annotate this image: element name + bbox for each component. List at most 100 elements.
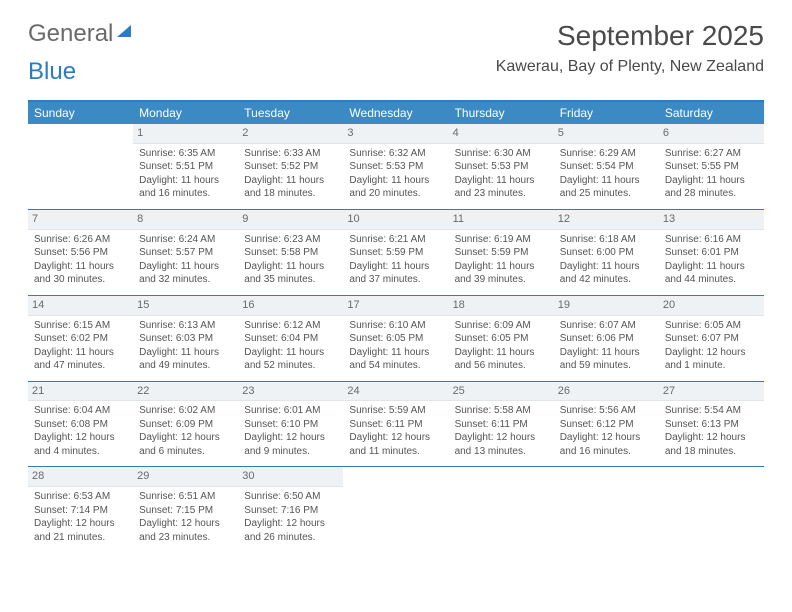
daylight-text: and 11 minutes. [349,445,442,459]
calendar-day-cell: 6Sunrise: 6:27 AMSunset: 5:55 PMDaylight… [659,124,764,209]
weekday-header: Saturday [659,101,764,124]
daylight-text: and 32 minutes. [139,273,232,287]
calendar-day-cell: 12Sunrise: 6:18 AMSunset: 6:00 PMDayligh… [554,210,659,295]
sunset-text: Sunset: 7:16 PM [244,504,337,518]
daylight-text: Daylight: 11 hours [560,346,653,360]
calendar-day-cell: 27Sunrise: 5:54 AMSunset: 6:13 PMDayligh… [659,382,764,467]
day-number: 5 [554,124,659,144]
daylight-text: Daylight: 11 hours [139,260,232,274]
daylight-text: Daylight: 12 hours [139,517,232,531]
day-number: 24 [343,382,448,402]
sunrise-text: Sunrise: 6:50 AM [244,490,337,504]
sunrise-text: Sunrise: 6:21 AM [349,233,442,247]
daylight-text: and 18 minutes. [665,445,758,459]
daylight-text: and 1 minute. [665,359,758,373]
sunrise-text: Sunrise: 6:51 AM [139,490,232,504]
calendar-day-cell: 21Sunrise: 6:04 AMSunset: 6:08 PMDayligh… [28,382,133,467]
sunset-text: Sunset: 6:03 PM [139,332,232,346]
calendar-day-cell: 10Sunrise: 6:21 AMSunset: 5:59 PMDayligh… [343,210,448,295]
sunset-text: Sunset: 5:53 PM [455,160,548,174]
sunrise-text: Sunrise: 6:33 AM [244,147,337,161]
sunset-text: Sunset: 7:14 PM [34,504,127,518]
sunrise-text: Sunrise: 6:26 AM [34,233,127,247]
day-number: 21 [28,382,133,402]
day-number: 6 [659,124,764,144]
daylight-text: and 37 minutes. [349,273,442,287]
sunset-text: Sunset: 6:01 PM [665,246,758,260]
daylight-text: Daylight: 11 hours [349,260,442,274]
calendar-day-cell: 2Sunrise: 6:33 AMSunset: 5:52 PMDaylight… [238,124,343,209]
daylight-text: and 16 minutes. [560,445,653,459]
calendar-day-cell: 3Sunrise: 6:32 AMSunset: 5:53 PMDaylight… [343,124,448,209]
calendar-day-cell: 25Sunrise: 5:58 AMSunset: 6:11 PMDayligh… [449,382,554,467]
calendar-day-cell [343,467,448,552]
daylight-text: Daylight: 12 hours [244,517,337,531]
weekday-header: Friday [554,101,659,124]
sunrise-text: Sunrise: 6:13 AM [139,319,232,333]
day-number: 30 [238,467,343,487]
logo: General [28,20,133,48]
daylight-text: Daylight: 11 hours [455,260,548,274]
daylight-text: and 44 minutes. [665,273,758,287]
location: Kawerau, Bay of Plenty, New Zealand [496,58,764,76]
sunset-text: Sunset: 5:51 PM [139,160,232,174]
sunrise-text: Sunrise: 6:53 AM [34,490,127,504]
daylight-text: Daylight: 11 hours [560,260,653,274]
daylight-text: and 20 minutes. [349,187,442,201]
day-number: 10 [343,210,448,230]
day-number: 14 [28,296,133,316]
logo-text-2: Blue [28,58,76,85]
day-number: 7 [28,210,133,230]
calendar-day-cell: 9Sunrise: 6:23 AMSunset: 5:58 PMDaylight… [238,210,343,295]
daylight-text: Daylight: 12 hours [244,431,337,445]
daylight-text: Daylight: 12 hours [665,431,758,445]
sunset-text: Sunset: 6:05 PM [349,332,442,346]
daylight-text: and 9 minutes. [244,445,337,459]
day-number: 22 [133,382,238,402]
calendar-day-cell: 4Sunrise: 6:30 AMSunset: 5:53 PMDaylight… [449,124,554,209]
sunrise-text: Sunrise: 6:04 AM [34,404,127,418]
daylight-text: and 28 minutes. [665,187,758,201]
day-number: 3 [343,124,448,144]
sunset-text: Sunset: 6:11 PM [455,418,548,432]
sunset-text: Sunset: 6:12 PM [560,418,653,432]
daylight-text: and 16 minutes. [139,187,232,201]
daylight-text: Daylight: 11 hours [455,346,548,360]
calendar-day-cell [449,467,554,552]
weekday-header-row: SundayMondayTuesdayWednesdayThursdayFrid… [28,101,764,124]
sunrise-text: Sunrise: 5:56 AM [560,404,653,418]
sunrise-text: Sunrise: 6:18 AM [560,233,653,247]
sunset-text: Sunset: 6:06 PM [560,332,653,346]
daylight-text: and 39 minutes. [455,273,548,287]
day-number: 25 [449,382,554,402]
calendar-day-cell: 17Sunrise: 6:10 AMSunset: 6:05 PMDayligh… [343,296,448,381]
sunset-text: Sunset: 6:07 PM [665,332,758,346]
logo-triangle-icon [117,25,131,37]
sunset-text: Sunset: 5:58 PM [244,246,337,260]
daylight-text: Daylight: 12 hours [560,431,653,445]
sunrise-text: Sunrise: 6:23 AM [244,233,337,247]
calendar-day-cell: 11Sunrise: 6:19 AMSunset: 5:59 PMDayligh… [449,210,554,295]
day-number: 15 [133,296,238,316]
daylight-text: and 59 minutes. [560,359,653,373]
day-number: 12 [554,210,659,230]
day-number: 8 [133,210,238,230]
calendar-week-row: 21Sunrise: 6:04 AMSunset: 6:08 PMDayligh… [28,382,764,467]
calendar-day-cell: 13Sunrise: 6:16 AMSunset: 6:01 PMDayligh… [659,210,764,295]
daylight-text: and 6 minutes. [139,445,232,459]
day-number: 13 [659,210,764,230]
daylight-text: and 18 minutes. [244,187,337,201]
calendar-day-cell: 16Sunrise: 6:12 AMSunset: 6:04 PMDayligh… [238,296,343,381]
day-number: 23 [238,382,343,402]
daylight-text: and 21 minutes. [34,531,127,545]
daylight-text: Daylight: 12 hours [34,431,127,445]
daylight-text: and 26 minutes. [244,531,337,545]
sunset-text: Sunset: 5:52 PM [244,160,337,174]
sunset-text: Sunset: 5:54 PM [560,160,653,174]
calendar-day-cell [554,467,659,552]
daylight-text: and 54 minutes. [349,359,442,373]
sunset-text: Sunset: 5:55 PM [665,160,758,174]
calendar-day-cell: 20Sunrise: 6:05 AMSunset: 6:07 PMDayligh… [659,296,764,381]
sunset-text: Sunset: 6:05 PM [455,332,548,346]
daylight-text: Daylight: 11 hours [244,346,337,360]
